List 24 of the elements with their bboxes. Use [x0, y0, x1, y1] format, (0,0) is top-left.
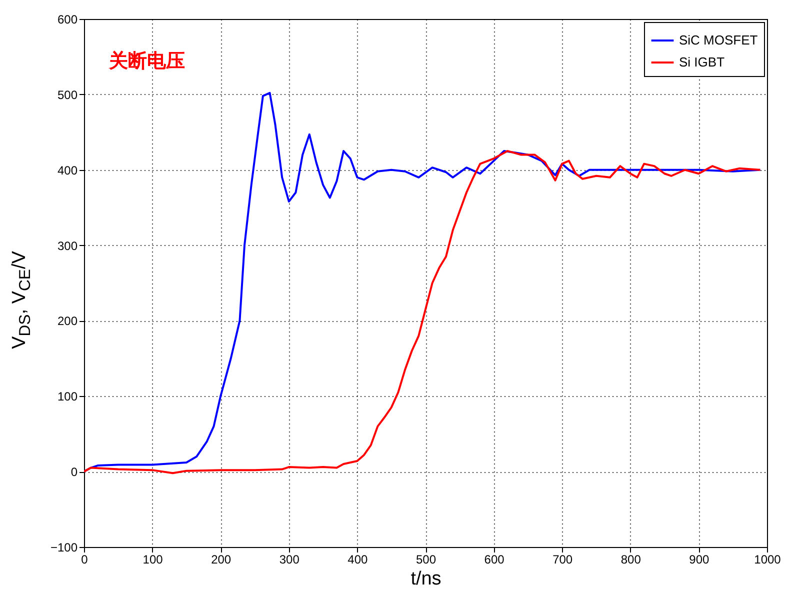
- legend-label: Si IGBT: [679, 54, 725, 70]
- x-tick-label: 800: [620, 552, 642, 566]
- x-tick-label: 600: [484, 552, 505, 566]
- y-tick-label: −100: [50, 540, 78, 554]
- y-tick-label: 100: [57, 390, 78, 404]
- legend-label: SiC MOSFET: [679, 32, 758, 48]
- x-tick-label: 300: [279, 552, 300, 566]
- x-tick-label: 1000: [754, 552, 782, 566]
- x-tick-label: 500: [416, 552, 436, 566]
- y-tick-label: 200: [57, 314, 78, 328]
- annotation: 关断电压: [108, 50, 185, 72]
- x-tick-label: 900: [689, 552, 710, 566]
- y-tick-label: 500: [57, 88, 78, 102]
- y-tick-label: 0: [70, 465, 78, 480]
- y-tick-label: 600: [57, 12, 78, 26]
- x-axis-title: t/ns: [410, 568, 442, 590]
- x-tick-label: 0: [81, 552, 88, 566]
- x-tick-label: 400: [348, 552, 368, 566]
- y-tick-label: 300: [57, 238, 78, 253]
- y-tick-label: 400: [57, 163, 78, 178]
- x-tick-label: 700: [552, 552, 573, 566]
- line-series: [84, 150, 762, 474]
- x-tick-label: 100: [142, 552, 164, 566]
- x-tick-label: 200: [211, 552, 232, 566]
